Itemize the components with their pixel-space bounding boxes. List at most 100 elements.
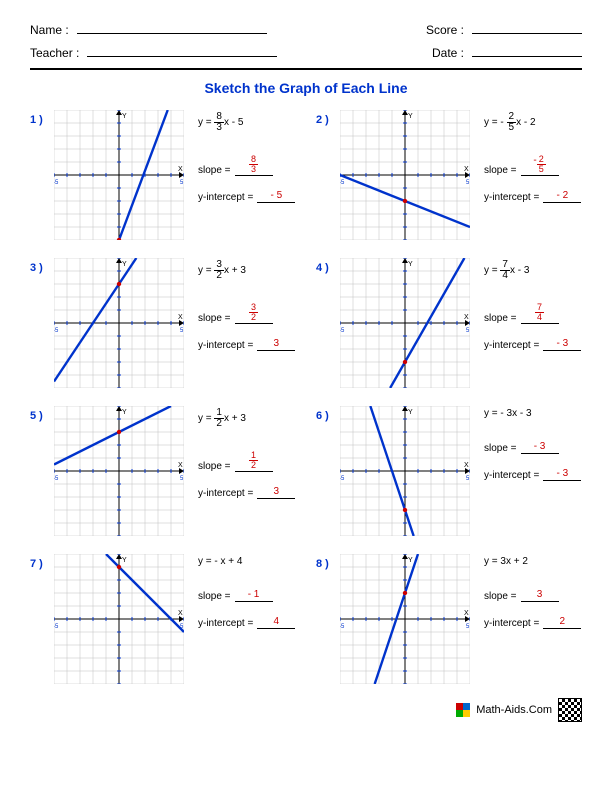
problems-grid: 1 ) XY-55 y = 83x - 5 slope = 83 y-inter… (30, 110, 582, 684)
slope-label: slope = (198, 313, 231, 324)
equation: y = 74x - 3 (484, 260, 582, 281)
svg-text:Y: Y (122, 113, 127, 120)
slope-row: slope = 74 (484, 303, 582, 324)
equation: y = - 25x - 2 (484, 112, 582, 133)
slope-label: slope = (484, 591, 517, 602)
problem-number: 6 ) (316, 406, 334, 536)
graph-plot: XY-55 (54, 110, 184, 240)
yintercept-row: y-intercept = - 3 (484, 468, 582, 481)
name-label: Name : (30, 23, 69, 37)
score-label: Score : (426, 23, 464, 37)
svg-text:-5: -5 (340, 180, 345, 186)
date-label: Date : (432, 46, 464, 60)
svg-text:Y: Y (122, 261, 127, 268)
equation: y = 3x + 2 (484, 556, 582, 567)
yintercept-label: y-intercept = (198, 340, 253, 351)
yintercept-row: y-intercept = - 3 (484, 338, 582, 351)
slope-row: slope = 12 (198, 451, 296, 472)
yintercept-answer: 3 (257, 486, 295, 499)
problem-number: 2 ) (316, 110, 334, 240)
yintercept-label: y-intercept = (484, 618, 539, 629)
yintercept-label: y-intercept = (484, 340, 539, 351)
svg-text:5: 5 (180, 180, 184, 186)
svg-text:-5: -5 (54, 476, 59, 482)
problem-number: 7 ) (30, 554, 48, 684)
graph-plot: XY-55 (340, 406, 470, 536)
slope-label: slope = (484, 313, 517, 324)
equation: y = - x + 4 (198, 556, 296, 567)
date-field: Date : (432, 43, 582, 60)
slope-answer: 12 (235, 451, 273, 472)
yintercept-label: y-intercept = (198, 618, 253, 629)
slope-row: slope = 3 (484, 589, 582, 602)
yintercept-answer: 4 (257, 616, 295, 629)
teacher-blank[interactable] (87, 43, 277, 57)
equation: y = 12x + 3 (198, 408, 296, 429)
equation: y = 32x + 3 (198, 260, 296, 281)
yintercept-label: y-intercept = (198, 488, 253, 499)
svg-text:5: 5 (180, 476, 184, 482)
problem: 3 ) XY-55 y = 32x + 3 slope = 32 y-inter… (30, 258, 296, 388)
graph-plot: X Y -5 5 (340, 110, 470, 240)
teacher-label: Teacher : (30, 46, 79, 60)
svg-text:-5: -5 (340, 476, 345, 482)
svg-text:Y: Y (408, 409, 413, 416)
problem-info: y = 74x - 3 slope = 74 y-intercept = - 3 (476, 258, 582, 388)
yintercept-answer: - 5 (257, 190, 295, 203)
slope-label: slope = (198, 461, 231, 472)
yintercept-row: y-intercept = 3 (198, 338, 296, 351)
problem: 2 ) X Y -5 5 y = - 25x - 2 slope = - 25 y-i… (316, 110, 582, 240)
yintercept-row: y-intercept = 4 (198, 616, 296, 629)
svg-text:5: 5 (466, 476, 470, 482)
graph-plot: XY-55 (54, 406, 184, 536)
svg-text:X: X (464, 166, 469, 173)
yintercept-answer: - 3 (543, 338, 581, 351)
yintercept-row: y-intercept = - 5 (198, 190, 296, 203)
problem-info: y = 3x + 2 slope = 3 y-intercept = 2 (476, 554, 582, 684)
date-blank[interactable] (472, 43, 582, 57)
svg-text:Y: Y (408, 557, 413, 564)
problem-number: 8 ) (316, 554, 334, 684)
svg-text:X: X (178, 610, 183, 617)
yintercept-row: y-intercept = 2 (484, 616, 582, 629)
svg-text:5: 5 (466, 624, 470, 630)
slope-answer: - 25 (521, 155, 559, 176)
slope-row: slope = - 3 (484, 441, 582, 454)
problem-info: y = 32x + 3 slope = 32 y-intercept = 3 (190, 258, 296, 388)
name-blank[interactable] (77, 20, 267, 34)
slope-answer: 74 (521, 303, 559, 324)
logo-icon (456, 703, 470, 717)
slope-row: slope = 32 (198, 303, 296, 324)
svg-text:-5: -5 (340, 328, 345, 334)
problem: 1 ) XY-55 y = 83x - 5 slope = 83 y-inter… (30, 110, 296, 240)
score-field: Score : (426, 20, 582, 37)
svg-text:5: 5 (466, 180, 470, 186)
slope-answer: - 1 (235, 589, 273, 602)
svg-text:Y: Y (408, 113, 413, 120)
svg-text:X: X (464, 610, 469, 617)
svg-text:5: 5 (466, 328, 470, 334)
yintercept-label: y-intercept = (484, 192, 539, 203)
problem: 5 ) XY-55 y = 12x + 3 slope = 12 y-inter… (30, 406, 296, 536)
page-title: Sketch the Graph of Each Line (30, 80, 582, 96)
footer-text: Math-Aids.Com (476, 704, 552, 716)
slope-label: slope = (484, 443, 517, 454)
problem: 4 ) XY-55 y = 74x - 3 slope = 74 y-inter… (316, 258, 582, 388)
svg-text:X: X (178, 314, 183, 321)
svg-text:Y: Y (408, 261, 413, 268)
svg-text:Y: Y (122, 557, 127, 564)
problem-info: y = 12x + 3 slope = 12 y-intercept = 3 (190, 406, 296, 536)
footer: Math-Aids.Com (30, 698, 582, 722)
graph-plot: XY-55 (54, 554, 184, 684)
problem-number: 5 ) (30, 406, 48, 536)
score-blank[interactable] (472, 20, 582, 34)
yintercept-label: y-intercept = (198, 192, 253, 203)
slope-row: slope = - 25 (484, 155, 582, 176)
yintercept-answer: - 3 (543, 468, 581, 481)
header-divider (30, 68, 582, 70)
equation: y = 83x - 5 (198, 112, 296, 133)
slope-answer: - 3 (521, 441, 559, 454)
graph-plot: XY-55 (54, 258, 184, 388)
svg-text:-5: -5 (54, 624, 59, 630)
problem-info: y = - 3x - 3 slope = - 3 y-intercept = -… (476, 406, 582, 536)
